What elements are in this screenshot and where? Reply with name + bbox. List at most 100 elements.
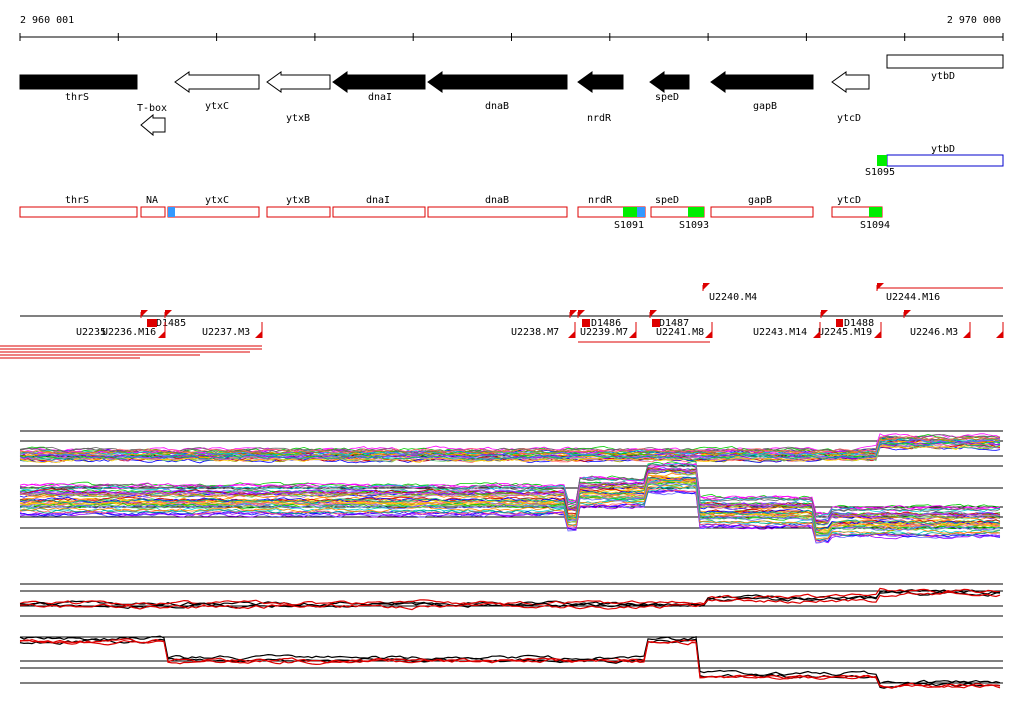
expression-trace: [19, 437, 1001, 457]
gene-arrow: [19, 74, 138, 90]
gene-arrow: [140, 113, 166, 137]
unit-label: U2235: [76, 327, 106, 338]
site-box: [877, 155, 887, 166]
expression-trace: [19, 587, 1000, 606]
gene-arrow: [427, 71, 568, 93]
expression-trace: [19, 482, 1001, 537]
gene-label: nrdR: [587, 113, 612, 124]
unit-flag: [568, 331, 575, 338]
unit-flag: [703, 283, 710, 290]
gene-label: ytxB: [286, 113, 310, 124]
deletion-box: [147, 319, 157, 327]
operon-label: NA: [146, 195, 158, 206]
deletion-box: [582, 319, 590, 327]
site-box: [168, 207, 175, 217]
expression-trace: [19, 463, 1001, 518]
ruler-end: 2 970 000: [947, 15, 1001, 26]
gene-label: speD: [655, 92, 679, 103]
expression-trace: [19, 485, 1001, 540]
unit-flag: [650, 310, 657, 317]
unit-flag: [578, 310, 585, 317]
expression-trace: [19, 638, 1001, 689]
gene-label: dnaB: [485, 101, 509, 112]
expression-trace: [19, 441, 1001, 461]
unit-flag: [158, 331, 165, 338]
unit-label: U2238.M7: [511, 327, 559, 338]
expression-trace: [19, 439, 1001, 459]
unit-flag: [996, 331, 1003, 338]
operon-box: [140, 206, 166, 218]
expression-trace: [19, 478, 1001, 532]
regulated-label: ytbD: [931, 144, 955, 155]
unit-label: U2245.M19: [818, 327, 872, 338]
expression-trace: [19, 591, 1001, 611]
gene-arrow: [649, 71, 690, 93]
operon-box: [710, 206, 814, 218]
site-label: S1095: [865, 167, 895, 178]
expression-trace: [19, 435, 1001, 454]
gene-label: ytbD: [931, 71, 955, 82]
deletion-box: [652, 319, 660, 327]
gene-label: ytcD: [837, 113, 861, 124]
gene-arrow: [174, 71, 260, 93]
operon-label: speD: [655, 195, 679, 206]
unit-flag: [255, 331, 262, 338]
expression-trace: [19, 487, 1001, 543]
unit-flag: [570, 310, 577, 317]
expression-trace: [19, 639, 1001, 689]
operon-label: thrS: [65, 195, 89, 206]
operon-label: nrdR: [588, 195, 613, 206]
site-box: [623, 207, 637, 217]
unit-flag: [165, 310, 172, 317]
deletion-box: [836, 319, 843, 327]
operon-label: ytcD: [837, 195, 861, 206]
unit-flag: [877, 283, 884, 290]
unit-flag: [821, 310, 828, 317]
operon-label: ytxB: [286, 195, 310, 206]
site-label: S1091: [614, 220, 644, 231]
gene-arrow: [577, 71, 624, 93]
expression-trace: [19, 487, 1001, 541]
site-box: [688, 207, 704, 217]
unit-label: U2241.M8: [656, 327, 704, 338]
expression-trace: [19, 469, 1001, 524]
unit-label: U2237.M3: [202, 327, 250, 338]
unit-label: U2236.M16: [102, 327, 156, 338]
expression-trace: [20, 590, 1001, 610]
gene-arrow: [710, 71, 814, 93]
gene-label: gapB: [753, 101, 777, 112]
site-box: [637, 207, 645, 217]
unit-label: D1485: [156, 318, 186, 329]
expression-trace: [19, 491, 1001, 544]
unit-label: U2243.M14: [753, 327, 807, 338]
unit-flag: [813, 331, 820, 338]
unit-label: U2240.M4: [709, 292, 757, 303]
ruler-start: 2 960 001: [20, 15, 74, 26]
operon-label: dnaI: [366, 195, 390, 206]
unit-label: U2239.M7: [580, 327, 628, 338]
operon-box: [332, 206, 426, 218]
unit-flag: [141, 310, 148, 317]
expression-trace: [19, 466, 1001, 522]
operon-box: [427, 206, 568, 218]
site-label: S1094: [860, 220, 890, 231]
expression-trace: [19, 468, 1001, 522]
unit-flag: [629, 331, 636, 338]
unit-label: D1486: [591, 318, 621, 329]
expression-trace: [19, 489, 1001, 542]
unit-label: U2246.M3: [910, 327, 958, 338]
unit-flag: [963, 331, 970, 338]
operon-label: dnaB: [485, 195, 509, 206]
expression-trace: [19, 443, 1001, 464]
operon-label: ytxC: [205, 195, 229, 206]
expression-trace: [19, 477, 1001, 529]
regulated-box: [886, 154, 1004, 167]
unit-flag: [874, 331, 881, 338]
gene-label: T-box: [137, 103, 167, 114]
site-box: [869, 207, 882, 217]
gene-arrow: [266, 71, 331, 93]
gene-label: dnaI: [368, 92, 392, 103]
operon-box: [167, 206, 260, 218]
expression-trace: [19, 635, 1001, 685]
